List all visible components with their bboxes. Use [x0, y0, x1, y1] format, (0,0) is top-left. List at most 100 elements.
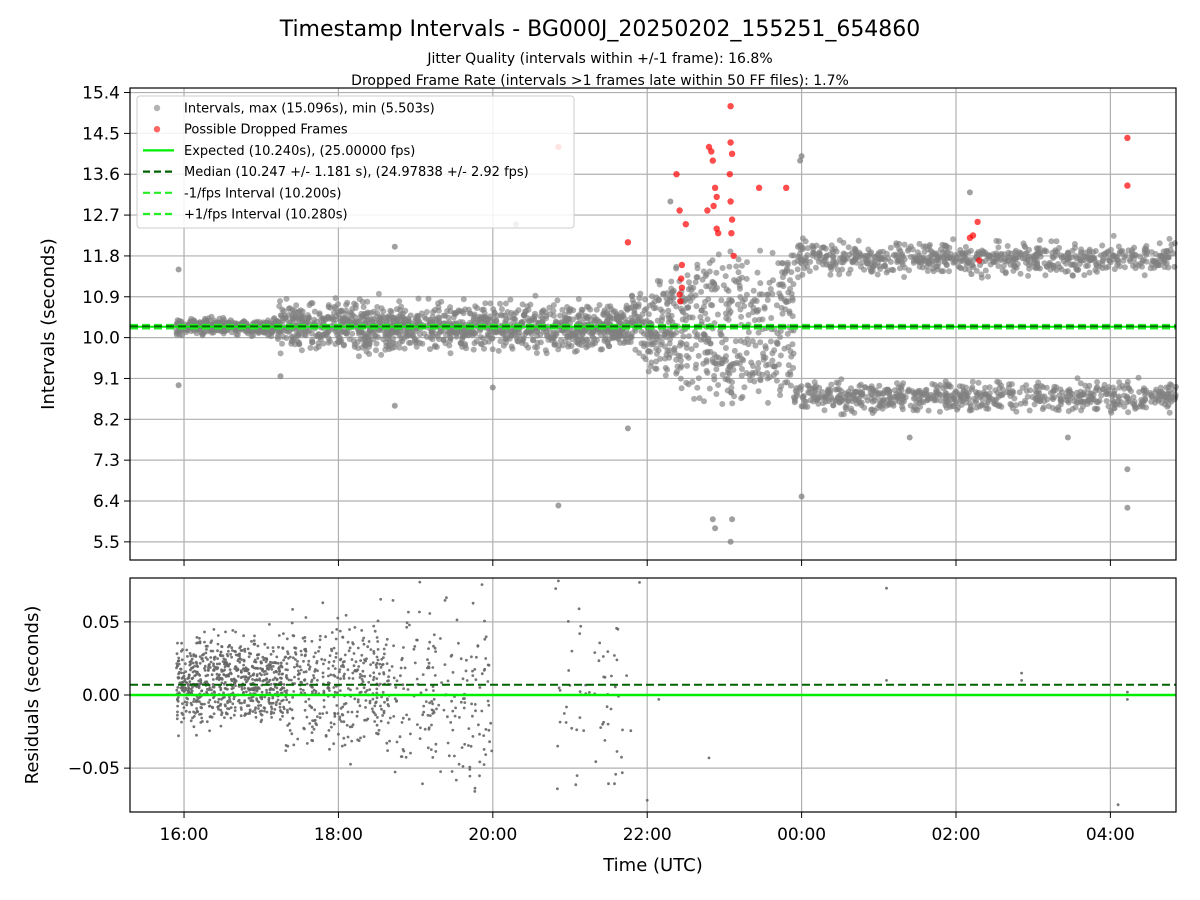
- interval-point: [774, 330, 781, 337]
- residual-point: [286, 744, 290, 748]
- interval-point: [806, 268, 813, 275]
- residual-point: [305, 742, 309, 745]
- interval-point: [790, 364, 797, 371]
- interval-point: [355, 353, 362, 360]
- residual-point: [256, 678, 259, 682]
- interval-point: [1111, 392, 1118, 398]
- interval-point: [569, 336, 576, 343]
- interval-point: [965, 249, 972, 256]
- residual-point: [271, 701, 275, 705]
- interval-point: [705, 335, 712, 342]
- interval-point: [394, 317, 400, 324]
- residual-point: [219, 704, 222, 707]
- residual-point: [195, 733, 198, 737]
- residual-point: [188, 680, 192, 683]
- interval-point: [357, 336, 364, 342]
- residual-point: [490, 749, 494, 753]
- interval-point: [375, 290, 382, 297]
- interval-point: [341, 341, 347, 348]
- residual-point: [488, 740, 491, 744]
- residual-point: [407, 717, 411, 721]
- interval-point: [497, 300, 503, 307]
- residual-point: [362, 735, 366, 738]
- residual-point: [377, 728, 381, 732]
- interval-point: [741, 303, 748, 310]
- residual-point: [293, 665, 296, 669]
- residual-point: [487, 663, 491, 667]
- residuals-y-ticks: −0.050.000.05: [68, 613, 130, 779]
- interval-point: [358, 310, 365, 317]
- interval-point: [1065, 256, 1072, 263]
- residual-point: [566, 620, 570, 623]
- residual-point: [346, 668, 350, 672]
- residual-point: [308, 665, 312, 669]
- residual-point: [310, 678, 314, 682]
- residual-point: [328, 689, 331, 692]
- interval-outlier-point: [391, 402, 398, 409]
- residual-point: [593, 651, 597, 654]
- residual-point: [309, 705, 313, 709]
- residual-point: [208, 729, 212, 733]
- residual-point: [236, 668, 239, 672]
- residual-point: [398, 735, 402, 739]
- interval-point: [575, 337, 581, 344]
- residual-point: [351, 677, 355, 680]
- residual-point: [478, 774, 481, 778]
- interval-point: [280, 333, 287, 340]
- residual-point: [229, 652, 233, 656]
- interval-point: [985, 273, 991, 280]
- interval-point: [1101, 251, 1107, 258]
- interval-point: [754, 269, 761, 276]
- interval-point: [701, 398, 707, 405]
- residual-point: [296, 737, 300, 741]
- interval-point: [1052, 248, 1059, 255]
- interval-point: [485, 316, 492, 323]
- residual-point: [346, 640, 350, 644]
- residual-point: [374, 663, 378, 667]
- interval-outlier-point: [667, 198, 674, 205]
- interval-point: [766, 279, 773, 286]
- legend-label-median: Median (10.247 +/- 1.181 s), (24.97838 +…: [184, 165, 529, 180]
- residual-point: [473, 668, 477, 671]
- interval-point: [1115, 393, 1122, 400]
- residual-point: [338, 689, 342, 692]
- interval-point: [520, 335, 527, 342]
- residual-outlier-point: [557, 579, 560, 583]
- residual-point: [471, 714, 474, 718]
- interval-point: [745, 312, 752, 318]
- interval-point: [490, 315, 497, 322]
- interval-point: [399, 316, 406, 323]
- interval-point: [296, 312, 303, 319]
- interval-point: [542, 309, 549, 316]
- residual-point: [345, 723, 349, 727]
- interval-point: [924, 263, 930, 270]
- interval-point: [769, 249, 776, 256]
- interval-point: [407, 312, 414, 319]
- interval-point: [442, 312, 449, 319]
- interval-point: [1069, 272, 1076, 279]
- interval-outlier-point: [709, 516, 716, 523]
- interval-point: [750, 363, 756, 369]
- interval-point: [323, 315, 330, 322]
- residual-point: [210, 688, 213, 692]
- interval-point: [473, 338, 480, 345]
- interval-point: [991, 397, 998, 404]
- residual-point: [183, 700, 187, 704]
- residual-point: [416, 723, 419, 726]
- residual-point: [268, 691, 272, 695]
- residual-point: [395, 740, 399, 744]
- residual-point: [276, 661, 280, 665]
- residual-point: [260, 697, 264, 701]
- y-tick-label: 12.7: [82, 206, 120, 226]
- residual-point: [615, 658, 619, 662]
- residual-point: [187, 686, 191, 690]
- interval-point: [1004, 258, 1011, 265]
- interval-point: [471, 329, 478, 336]
- residual-point: [446, 715, 449, 719]
- residual-point: [265, 688, 268, 692]
- interval-point: [1132, 260, 1139, 267]
- interval-point: [899, 403, 906, 410]
- residual-point: [285, 677, 289, 680]
- interval-point: [757, 280, 764, 287]
- interval-point: [532, 292, 539, 299]
